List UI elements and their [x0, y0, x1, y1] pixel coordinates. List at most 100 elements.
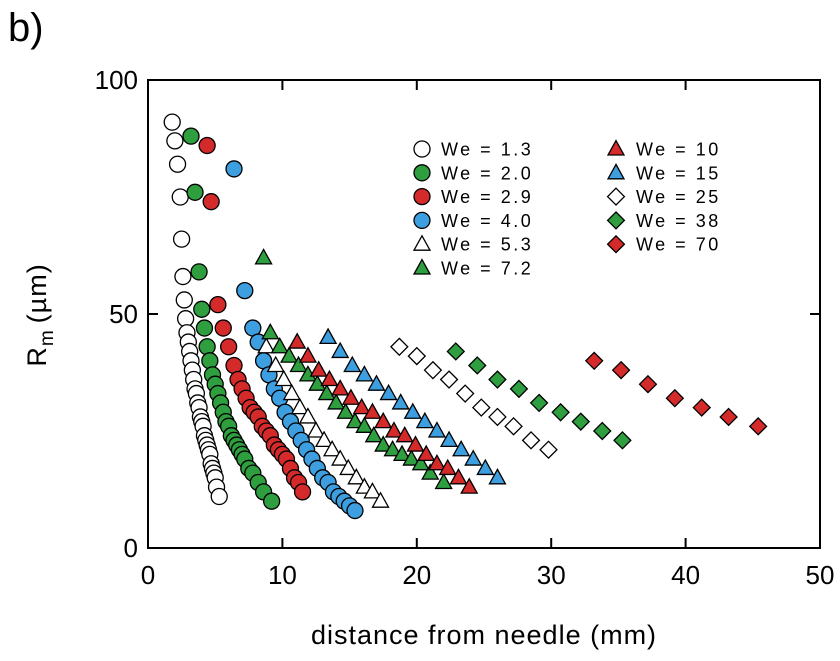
data-point: [407, 346, 427, 366]
data-point: [175, 291, 193, 309]
data-point: [343, 355, 362, 373]
series-25: [390, 337, 558, 460]
data-point: [166, 132, 184, 150]
data-point: [363, 482, 382, 499]
data-point: [427, 454, 447, 471]
series-38: [446, 342, 632, 450]
data-point: [193, 300, 211, 318]
data-point: [504, 417, 523, 436]
data-marks: [163, 113, 768, 520]
data-point: [529, 393, 549, 413]
data-point: [467, 356, 487, 375]
data-point: [261, 322, 280, 340]
data-point: [455, 384, 475, 403]
data-point: [539, 440, 558, 460]
data-point: [613, 431, 632, 450]
y-axis: 0 50 100: [95, 65, 820, 563]
series-2-0: [182, 127, 281, 510]
data-point: [392, 444, 412, 462]
data-point: [460, 477, 479, 494]
data-point: [266, 355, 285, 373]
data-point: [331, 341, 350, 359]
data-point: [288, 332, 307, 349]
data-point: [488, 468, 507, 485]
data-point: [406, 435, 425, 452]
data-point: [391, 393, 410, 410]
data-point: [379, 383, 398, 401]
legend-marker: [413, 187, 431, 206]
data-point: [201, 352, 219, 370]
data-point: [471, 398, 491, 417]
data-point: [427, 421, 447, 438]
data-point: [293, 483, 312, 501]
legend-item: We = 15: [606, 163, 718, 183]
data-point: [254, 248, 273, 265]
data-point: [719, 407, 738, 427]
legend-marker: [412, 258, 432, 275]
legend-label: We = 7.2: [441, 259, 533, 279]
data-point: [198, 338, 216, 356]
data-point: [355, 365, 374, 382]
data-point: [214, 319, 232, 337]
data-point: [202, 193, 220, 211]
y-axis-title-main: R: [22, 346, 52, 367]
series-70: [584, 351, 768, 436]
series-4-0: [225, 160, 364, 520]
data-point: [439, 370, 459, 389]
legend-label: We = 10: [636, 140, 721, 160]
data-point: [402, 449, 421, 466]
series-10: [288, 332, 479, 494]
data-point: [363, 402, 382, 419]
legend-label: We = 1.3: [441, 140, 533, 160]
legend-item: We = 38: [606, 211, 718, 231]
data-point: [323, 439, 342, 457]
series-7-2: [254, 248, 453, 490]
data-point: [236, 281, 254, 300]
data-point: [571, 412, 591, 431]
y-tick-label: 100: [95, 65, 138, 95]
data-point: [341, 388, 361, 405]
data-point: [488, 370, 507, 389]
data-point: [309, 360, 328, 377]
legend-item: We = 2.9: [413, 187, 533, 207]
data-point: [317, 383, 336, 401]
data-point: [336, 402, 355, 419]
data-point: [190, 263, 208, 281]
data-point: [509, 379, 529, 399]
data-point: [417, 444, 436, 462]
data-point: [327, 393, 346, 410]
data-point: [219, 338, 238, 356]
legend-marker: [413, 140, 431, 158]
data-point: [347, 468, 366, 485]
data-point: [748, 417, 768, 436]
data-point: [289, 355, 308, 373]
data-point: [298, 346, 318, 363]
legend-marker: [606, 139, 626, 156]
data-point: [355, 416, 374, 433]
legend-marker: [606, 211, 626, 230]
data-point: [446, 342, 466, 361]
y-axis-title-subscript: m: [37, 329, 58, 346]
legend-item: We = 5.3: [412, 234, 533, 255]
legend-label: We = 25: [636, 187, 721, 207]
data-point: [638, 374, 658, 394]
data-point: [171, 188, 189, 206]
x-tick-label: 0: [141, 560, 155, 590]
data-point: [198, 136, 216, 155]
legend-label: We = 2.9: [441, 187, 533, 207]
data-point: [367, 374, 386, 391]
data-point: [172, 230, 191, 248]
data-point: [476, 458, 495, 476]
data-point: [611, 360, 631, 380]
series-2-9: [198, 136, 312, 501]
data-point: [584, 351, 604, 371]
legend-item: We = 25: [606, 187, 721, 207]
data-point: [374, 411, 393, 429]
legend-label: We = 2.0: [441, 163, 533, 183]
legend-label: We = 5.3: [441, 235, 533, 255]
data-point: [665, 388, 685, 408]
x-tick-label: 10: [268, 560, 297, 590]
data-point: [339, 458, 358, 476]
x-axis-title: distance from needle (mm): [311, 620, 657, 650]
